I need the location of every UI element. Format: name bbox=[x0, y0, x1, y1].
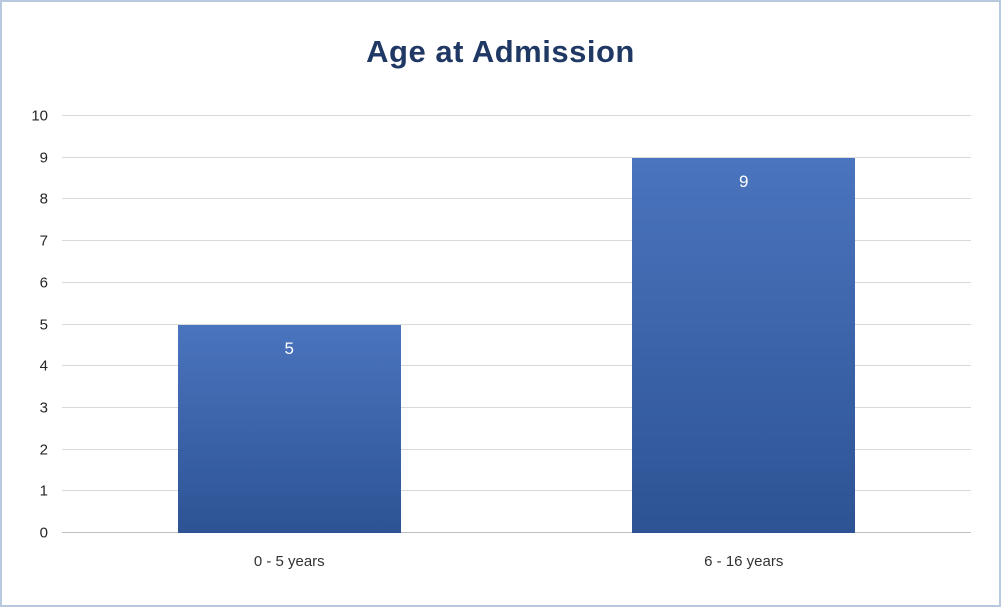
bar-data-label: 5 bbox=[284, 338, 294, 358]
gridline bbox=[62, 281, 971, 283]
y-axis-tick-label: 7 bbox=[39, 232, 48, 250]
gridline bbox=[62, 198, 971, 200]
gridline bbox=[62, 406, 971, 408]
y-axis-tick-label: 1 bbox=[39, 482, 48, 500]
bar: 9 bbox=[632, 157, 856, 533]
x-axis-category-label: 0 - 5 years bbox=[253, 553, 325, 570]
y-axis-tick-label: 3 bbox=[39, 399, 48, 417]
x-axis-labels: 0 - 5 years 6 - 16 years bbox=[62, 553, 971, 577]
x-axis-line bbox=[62, 532, 971, 533]
gridline bbox=[62, 240, 971, 242]
bar-data-label: 9 bbox=[739, 171, 749, 191]
y-axis-tick-label: 6 bbox=[39, 274, 48, 292]
gridline bbox=[62, 490, 971, 492]
y-axis-tick-label: 5 bbox=[39, 316, 48, 333]
y-axis-tick-label: 0 bbox=[39, 524, 48, 542]
bar-slot: 5 bbox=[62, 116, 517, 533]
x-axis-category-label: 6 - 16 years bbox=[704, 553, 784, 570]
gridline bbox=[62, 448, 971, 450]
y-axis-tick-label: 2 bbox=[39, 441, 48, 459]
chart-title: Age at Admission bbox=[366, 34, 635, 69]
gridline bbox=[62, 323, 971, 325]
y-axis-tick-label: 4 bbox=[39, 357, 48, 375]
gridline bbox=[62, 156, 971, 158]
bar: 5 bbox=[177, 324, 401, 533]
gridline bbox=[62, 115, 971, 116]
y-axis-tick-label: 8 bbox=[39, 190, 48, 208]
gridline bbox=[62, 365, 971, 367]
y-axis-tick-label: 10 bbox=[31, 107, 48, 125]
bar-slot: 9 bbox=[517, 116, 972, 533]
y-axis-tick-label: 9 bbox=[39, 149, 48, 167]
